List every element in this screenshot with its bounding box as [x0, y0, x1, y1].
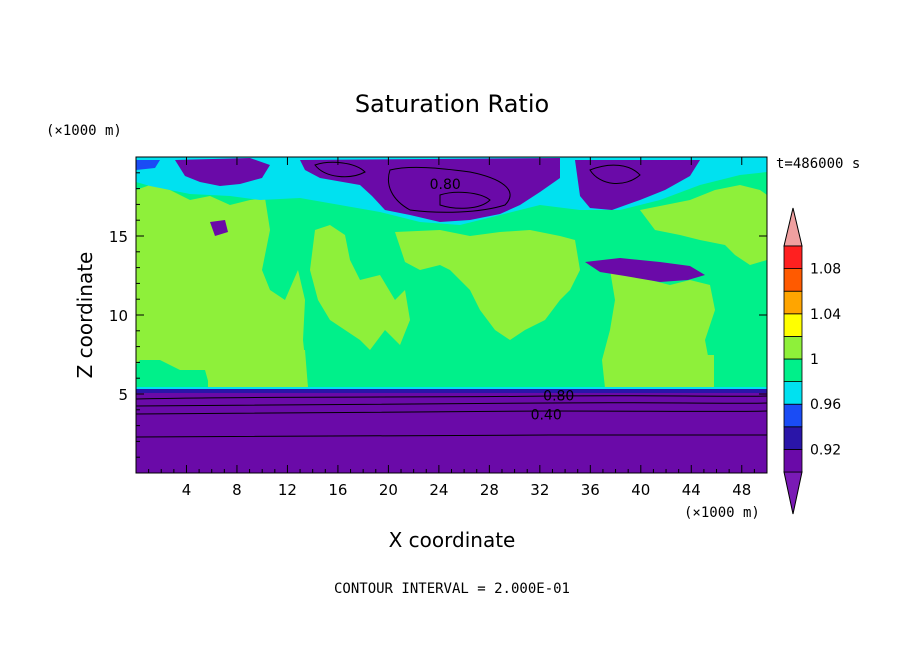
patch-dry-small-left [210, 220, 228, 236]
colorbar-under-arrow [783, 471, 803, 515]
contour-line-top-right [589, 164, 641, 184]
x-tick-label: 40 [631, 481, 650, 499]
x-tick-label: 20 [379, 481, 398, 499]
contour-line-060-top [439, 191, 491, 209]
y-unit-label: (×1000 m) [46, 123, 122, 139]
colorbar-label: 1 [810, 352, 819, 368]
colorbar-label: 0.96 [810, 397, 841, 413]
colorbar-swatch [783, 313, 803, 337]
contour-label-group: 0.80 0.80 0.40 [430, 177, 575, 424]
colorbar-swatch [783, 290, 803, 315]
contour-line-080-top [387, 166, 511, 213]
colorbar-swatch [783, 381, 803, 405]
region-yellowgreen-center [395, 230, 580, 340]
y-axis: 5 10 15 [109, 172, 767, 458]
contour-label: 0.80 [430, 177, 461, 193]
patch-blue-left-edge [136, 160, 160, 170]
colorbar-swatch [783, 448, 803, 473]
contour-line-020-lower [136, 434, 767, 438]
plot-area: 0.80 0.80 0.40 [136, 157, 767, 473]
colorbar-swatch [783, 403, 803, 428]
y-tick-label: 5 [118, 386, 128, 404]
contour-label: 0.40 [531, 408, 562, 424]
region-yellowgreen-upper-right [640, 185, 767, 265]
contour-line-top-left [314, 161, 366, 178]
contour-label: 0.80 [543, 389, 574, 405]
region-yellowgreen-lower-strip [208, 350, 714, 388]
y-tick-label: 10 [109, 307, 128, 325]
x-tick-label: 4 [182, 481, 192, 499]
x-tick-label: 44 [682, 481, 701, 499]
x-tick-label: 12 [278, 481, 297, 499]
patch-dry-top-left [175, 158, 270, 186]
colorbar-swatch [783, 245, 803, 270]
x-tick-label: 16 [328, 481, 347, 499]
colorbar: 0.92 0.96 1 1.04 1.08 [783, 207, 841, 515]
colorbar-over-arrow [783, 207, 803, 247]
x-tick-label: 48 [732, 481, 751, 499]
patch-dry-top-right [575, 160, 700, 210]
layer-dry-lower-edge [136, 389, 767, 393]
contour-line-040-lower [136, 410, 767, 415]
chart-title: Saturation Ratio [355, 90, 549, 118]
patch-dry-mid-right [585, 258, 705, 282]
x-tick-label: 8 [232, 481, 242, 499]
time-label: t=486000 s [776, 156, 860, 172]
colorbar-swatch [783, 335, 803, 360]
colorbar-label: 0.92 [810, 442, 841, 458]
colorbar-swatch [783, 426, 803, 450]
region-yellowgreen-mid [310, 225, 410, 350]
colorbar-label: 1.04 [810, 307, 841, 323]
y-axis-label: Z coordinate [73, 252, 97, 379]
colorbar-swatch [783, 268, 803, 292]
x-unit-label: (×1000 m) [684, 505, 760, 521]
x-axis-label: X coordinate [389, 528, 516, 552]
x-axis: 4 8 12 16 20 24 28 32 36 40 44 48 [148, 157, 755, 499]
contour-line-080-lower [136, 395, 767, 400]
layer-dry-lower [136, 391, 767, 473]
x-tick-label: 28 [480, 481, 499, 499]
contour-interval-label: CONTOUR INTERVAL = 2.000E-01 [334, 581, 570, 597]
y-tick-label: 15 [109, 228, 128, 246]
colorbar-swatch [783, 358, 803, 383]
x-tick-label: 32 [530, 481, 549, 499]
x-tick-label: 36 [581, 481, 600, 499]
x-tick-label: 24 [429, 481, 448, 499]
colorbar-label: 1.08 [810, 262, 841, 278]
patch-dry-top-center [300, 158, 560, 222]
region-yellowgreen-left [136, 185, 308, 388]
